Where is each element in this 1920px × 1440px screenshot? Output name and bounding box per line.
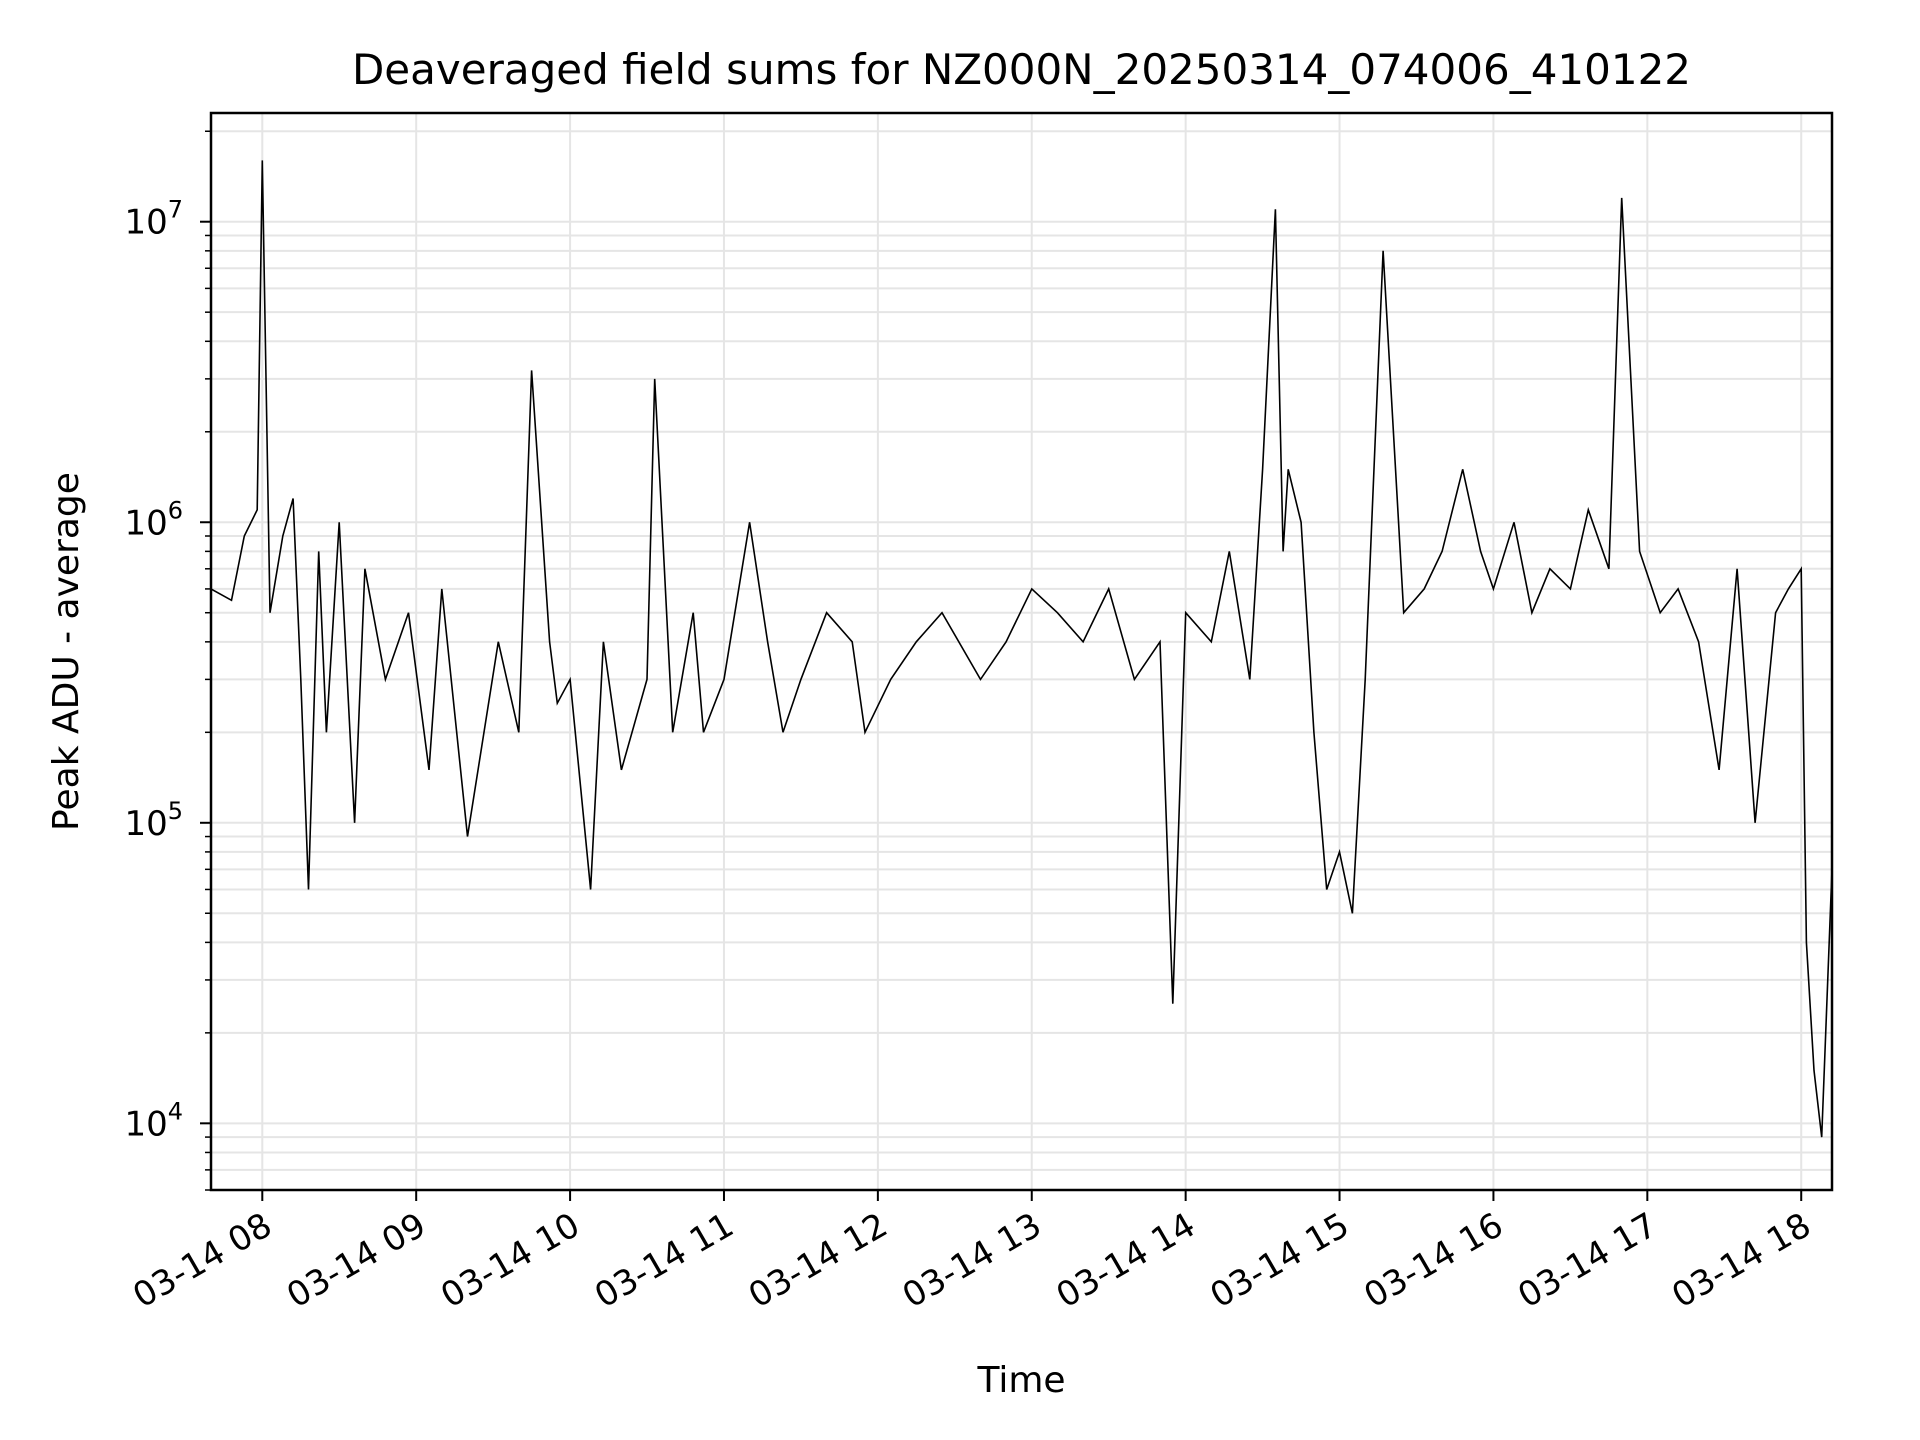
x-axis-title: Time bbox=[976, 1360, 1065, 1401]
series-line bbox=[211, 160, 1832, 1138]
y-tick-label: 104 bbox=[124, 1097, 183, 1144]
y-tick-label: 107 bbox=[124, 196, 183, 243]
y-axis-title: Peak ADU - average bbox=[46, 472, 87, 831]
series-layer bbox=[211, 160, 1832, 1138]
grid bbox=[211, 113, 1832, 1191]
plot-area bbox=[209, 111, 1834, 1192]
y-tick-label: 105 bbox=[124, 797, 183, 844]
y-tick-label: 106 bbox=[124, 496, 183, 543]
chart-title: Deaveraged field sums for NZ000N_2025031… bbox=[352, 45, 1691, 94]
